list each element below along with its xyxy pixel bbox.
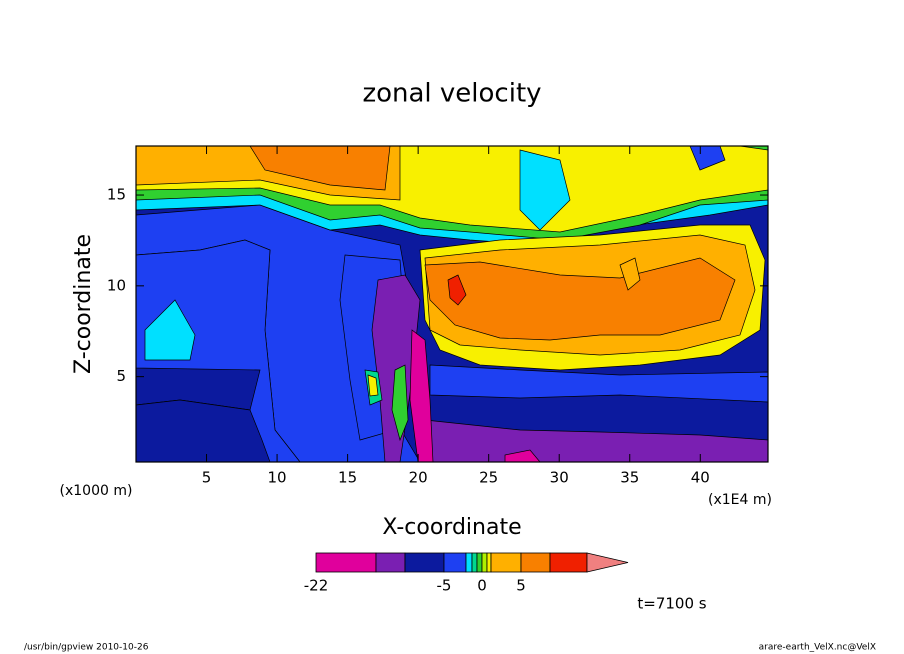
- y-tick-label: 10: [107, 276, 126, 294]
- contour-region: [424, 419, 768, 462]
- y-tick-label: 15: [107, 186, 126, 204]
- colorbar-segment: [404, 552, 445, 573]
- x-tick-label: 40: [691, 469, 710, 487]
- x-unit-left: (x1000 m): [60, 483, 133, 499]
- y-tick-label: 5: [116, 367, 126, 385]
- contour-region: [619, 257, 641, 291]
- x-tick-label: 35: [620, 469, 639, 487]
- colorbar-tick-label: 0: [477, 577, 487, 595]
- colorbar-segment: [490, 552, 522, 573]
- colorbar-extension: [586, 552, 629, 573]
- time-annotation: t=7100 s: [637, 595, 706, 613]
- colorbar: -22 -5 0 5: [304, 552, 629, 595]
- x-tick-label: 15: [338, 469, 357, 487]
- contour-region: [367, 374, 379, 397]
- colorbar-segment: [481, 552, 488, 573]
- x-tick-label: 10: [268, 469, 287, 487]
- contour-region: [409, 329, 434, 462]
- x-tick-label: 5: [202, 469, 212, 487]
- contour-region: [249, 146, 391, 191]
- contour-region: [689, 146, 726, 171]
- colorbar-segment: [476, 552, 483, 573]
- contour-region: [519, 149, 571, 231]
- colorbar-tick-label: -5: [437, 577, 452, 595]
- contour-region: [136, 399, 271, 462]
- contour-region: [447, 274, 467, 306]
- colorbar-segment: [465, 552, 473, 573]
- colorbar-segment: [315, 552, 377, 573]
- contour-field: [136, 146, 768, 462]
- contour-region: [429, 364, 768, 403]
- contour-region: [504, 449, 541, 462]
- colorbar-segment: [471, 552, 478, 573]
- y-axis-label: Z-coordinate: [71, 234, 96, 374]
- x-tick-label: 30: [550, 469, 569, 487]
- x-tick-label: 25: [479, 469, 498, 487]
- x-tick-label: 20: [409, 469, 428, 487]
- x-unit-right: (x1E4 m): [708, 492, 772, 508]
- footer-left: /usr/bin/gpview 2010-10-26: [24, 643, 149, 653]
- x-axis-label: X-coordinate: [382, 515, 521, 540]
- contour-region: [424, 257, 736, 341]
- colorbar-segment: [549, 552, 588, 573]
- colorbar-segment: [486, 552, 492, 573]
- footer-right: arare-earth_VelX.nc@VelX: [759, 643, 876, 653]
- colorbar-segment: [375, 552, 406, 573]
- contour-region: [144, 299, 196, 361]
- colorbar-tick-label: -22: [304, 577, 329, 595]
- contour-region: [391, 364, 409, 442]
- colorbar-segment: [443, 552, 467, 573]
- plot-frame: [135, 145, 769, 463]
- colorbar-tick-label: 5: [516, 577, 526, 595]
- contour-region: [371, 274, 421, 462]
- chart-title: zonal velocity: [362, 79, 541, 109]
- colorbar-segment: [520, 552, 551, 573]
